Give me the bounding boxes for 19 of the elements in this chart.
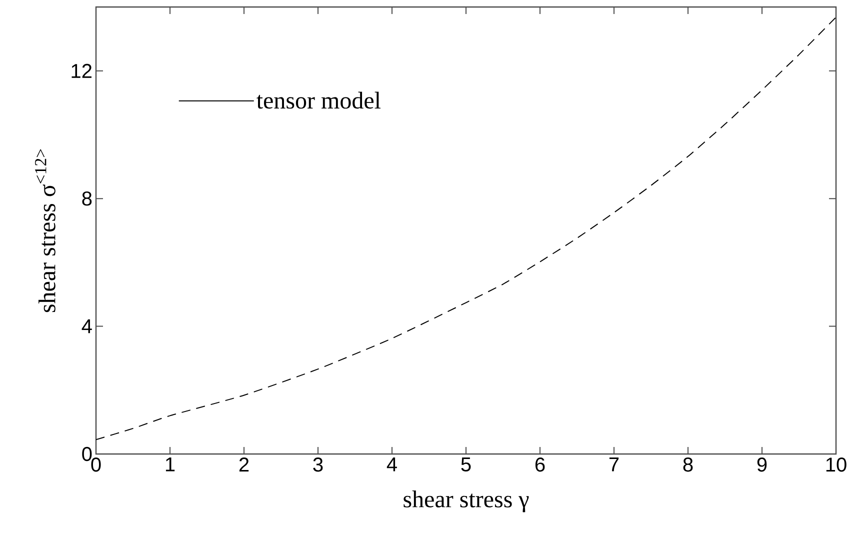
x-tick-label: 3	[313, 458, 323, 472]
y-tick-label: 4	[82, 319, 92, 334]
legend-label: tensor model	[256, 92, 381, 109]
x-tick-label: 7	[609, 458, 619, 472]
x-tick-label: 9	[757, 458, 767, 472]
x-tick-label: 1	[166, 458, 175, 472]
x-tick-label: 5	[461, 458, 471, 472]
x-tick-label: 2	[239, 458, 249, 472]
y-tick-label: 8	[82, 191, 92, 206]
x-tick-label: 0	[91, 458, 101, 472]
y-axis-title: shear stress σ$^{<12>}$	[35, 149, 56, 312]
x-tick-label: 8	[683, 458, 693, 472]
x-tick-label: 4	[386, 458, 397, 472]
y-tick-label: 12	[72, 64, 92, 78]
x-tick-label: 10	[826, 458, 846, 472]
x-tick-label: 6	[535, 458, 545, 472]
x-axis-title: shear stress γ	[404, 490, 529, 512]
line-series	[96, 16, 836, 440]
y-tick-label: 0	[82, 446, 92, 462]
